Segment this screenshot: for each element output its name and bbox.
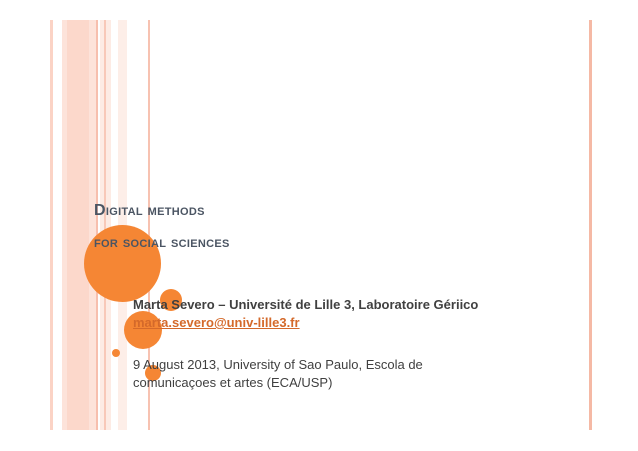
decor-stripe <box>96 20 98 430</box>
decor-stripe <box>50 20 53 430</box>
decor-stripe <box>148 20 150 430</box>
decor-stripe <box>589 20 592 430</box>
decor-stripe <box>104 20 106 430</box>
email-link[interactable]: marta.severo@univ-lille3.fr <box>133 315 300 330</box>
slide-title-line2: for social sciences <box>94 234 230 251</box>
decor-circle <box>160 289 182 311</box>
author-line: Marta Severo – Université de Lille 3, La… <box>133 297 479 312</box>
decor-circle <box>145 365 161 381</box>
decor-circle <box>112 349 120 357</box>
decor-circle <box>124 311 162 349</box>
decor-stripe <box>67 20 89 430</box>
decor-circle <box>84 225 161 302</box>
event-line2: comunicaçoes et artes (ECA/USP) <box>133 375 333 390</box>
slide-title-line1: Digital methods <box>94 202 205 219</box>
event-line1: 9 August 2013, University of Sao Paulo, … <box>133 357 423 372</box>
